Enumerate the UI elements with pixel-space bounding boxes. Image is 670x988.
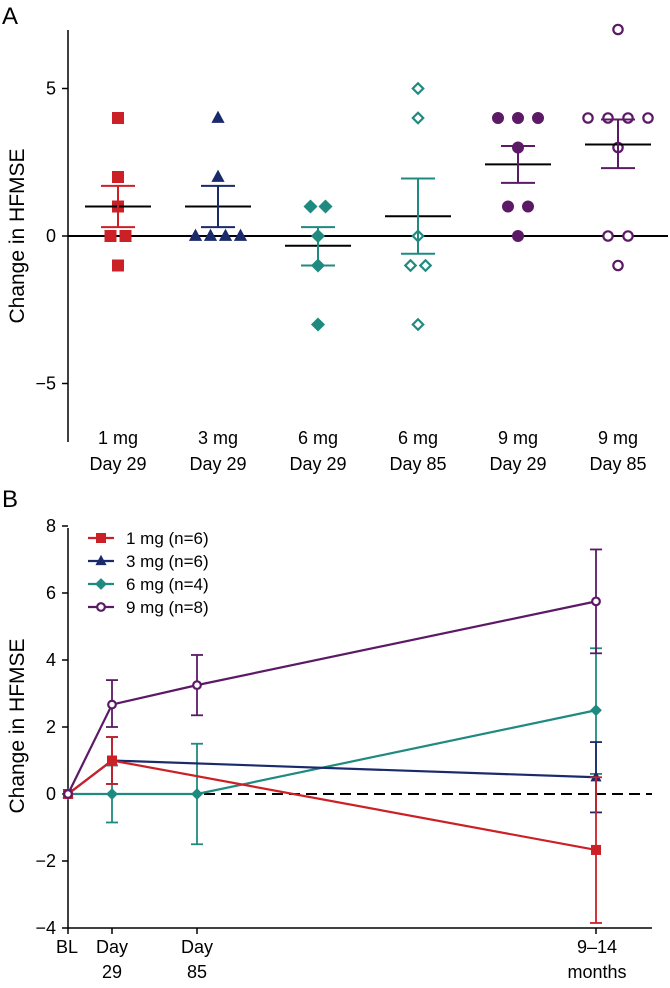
panel-b-y-tick-label: 4	[46, 650, 56, 670]
panel-a-point	[411, 317, 425, 332]
panel-a-y-tick-label: 0	[46, 226, 56, 246]
panel-b-x-tick-label: Day	[181, 937, 213, 957]
panel-a-point	[512, 230, 524, 242]
panel-a-category-dose: 1 mg	[98, 428, 138, 448]
panel-a-point	[602, 230, 614, 242]
panel-b-legend-label: 6 mg (n=4)	[126, 575, 209, 594]
panel-b-y-axis-title: Change in HFMSE	[6, 638, 29, 813]
panel-a-category-dose: 9 mg	[498, 428, 538, 448]
panel-a-point	[622, 112, 634, 124]
panel-a-point	[642, 112, 654, 124]
panel-b-x-tick-label: Day	[96, 937, 128, 957]
panel-a-category-dose: 6 mg	[298, 428, 338, 448]
panel-a-group-5: 9 mg Day 29	[485, 112, 551, 474]
panel-a-y-tick-label: 5	[46, 79, 56, 99]
panel-a-point	[622, 230, 634, 242]
panel-b-point	[63, 789, 73, 799]
panel-a-category-day: Day 29	[89, 454, 146, 474]
panel-b-x-tick-label: 85	[187, 962, 207, 982]
panel-a-point	[188, 228, 203, 241]
panel-b-legend-item: 3 mg (n=6)	[88, 552, 209, 571]
panel-a-point	[112, 259, 124, 272]
panel-b-legend-item: 9 mg (n=8)	[88, 598, 209, 617]
panel-a-point	[119, 230, 132, 242]
panel-b-y-tick-label: 8	[46, 516, 56, 536]
panel-b-point	[107, 699, 117, 710]
panel-a-y-tick-label: −5	[35, 374, 56, 394]
panel-b-legend-marker	[95, 578, 107, 590]
panel-a-point	[403, 258, 418, 273]
panel-b-point	[192, 680, 202, 691]
panel-a-point	[211, 110, 225, 123]
panel-b-legend-label: 3 mg (n=6)	[126, 552, 209, 571]
panel-a-category-day: Day 29	[289, 454, 346, 474]
panel-b-letter: B	[2, 486, 18, 513]
panel-a-group-2: 3 mg Day 29	[185, 110, 251, 474]
panel-b-y-tick-label: −4	[35, 918, 56, 938]
panel-b-x-tick-label: 29	[102, 962, 122, 982]
panel-a-group-1: 1 mg Day 29	[85, 112, 151, 474]
panel-a-point	[233, 228, 248, 241]
panel-a-category-day: Day 85	[589, 454, 646, 474]
panel-a-point	[512, 112, 524, 124]
panel-a-y-axis-title: Change in HFMSE	[6, 148, 29, 323]
panel-a-category-dose: 6 mg	[398, 428, 438, 448]
panel-a-category-day: Day 29	[489, 454, 546, 474]
panel-b-x-tick-label: months	[567, 962, 626, 982]
panel-a-point	[411, 81, 425, 96]
panel-b-y-tick-label: −2	[35, 851, 56, 871]
panel-a-point	[310, 317, 326, 332]
panel-a-point	[112, 112, 124, 124]
panel-b-legend-item: 1 mg (n=6)	[88, 529, 209, 548]
panel-b-point	[107, 755, 117, 766]
panel-b-y-tick-label: 6	[46, 583, 56, 603]
panel-b-series-6mg	[62, 647, 602, 846]
panel-b-series-9mg	[63, 548, 602, 799]
panel-b-legend-marker	[95, 554, 107, 566]
panel-b-point	[590, 704, 602, 717]
panel-b-legend-item: 6 mg (n=4)	[88, 575, 209, 594]
panel-a-point	[112, 171, 124, 183]
panel-a-group-4: 6 mg Day 85	[385, 81, 451, 474]
panel-a-category-dose: 3 mg	[198, 428, 238, 448]
panel-b-x-tick-label: BL	[56, 937, 78, 957]
panel-a-category-day: Day 85	[389, 454, 446, 474]
panel-b-y-tick-label: 2	[46, 717, 56, 737]
panel-b-legend-marker	[96, 533, 106, 543]
panel-b-point	[191, 788, 203, 800]
panel-b-point	[106, 788, 118, 800]
panel-b-series-line	[67, 600, 597, 795]
panel-a-point	[602, 112, 614, 124]
panel-a-group-3: 6 mg Day 29	[285, 199, 351, 474]
panel-b-y-tick-label: 0	[46, 784, 56, 804]
panel-b-series-line	[68, 709, 597, 796]
panel-b-x-tick-label: 9–14	[577, 937, 617, 957]
panel-a-point	[502, 200, 514, 213]
panel-a-point	[104, 230, 117, 242]
panel-b-point	[591, 844, 601, 855]
panel-a-point	[218, 228, 233, 241]
panel-b-legend-label: 1 mg (n=6)	[126, 529, 209, 548]
panel-a-point	[582, 112, 594, 124]
panel-a-category-dose: 9 mg	[598, 428, 638, 448]
panel-a-point	[211, 169, 225, 182]
panel-a-point	[418, 258, 433, 273]
panel-a-point	[318, 199, 333, 214]
panel-a-category-day: Day 29	[189, 454, 246, 474]
panel-a-point	[303, 199, 318, 214]
panel-b-point	[591, 596, 601, 607]
panel-b-legend-marker	[96, 602, 106, 612]
panel-a-point	[492, 112, 504, 124]
panel-a-point	[532, 112, 544, 124]
panel-a-point	[203, 228, 218, 241]
panel-a-letter: A	[2, 3, 18, 30]
panel-a-point	[411, 111, 425, 125]
panel-a-point	[522, 200, 534, 213]
panel-a-point	[612, 259, 624, 272]
panel-a-point	[612, 23, 624, 36]
panel-a-group-6: 9 mg Day 85	[582, 23, 654, 474]
panel-b-legend-label: 9 mg (n=8)	[126, 598, 209, 617]
